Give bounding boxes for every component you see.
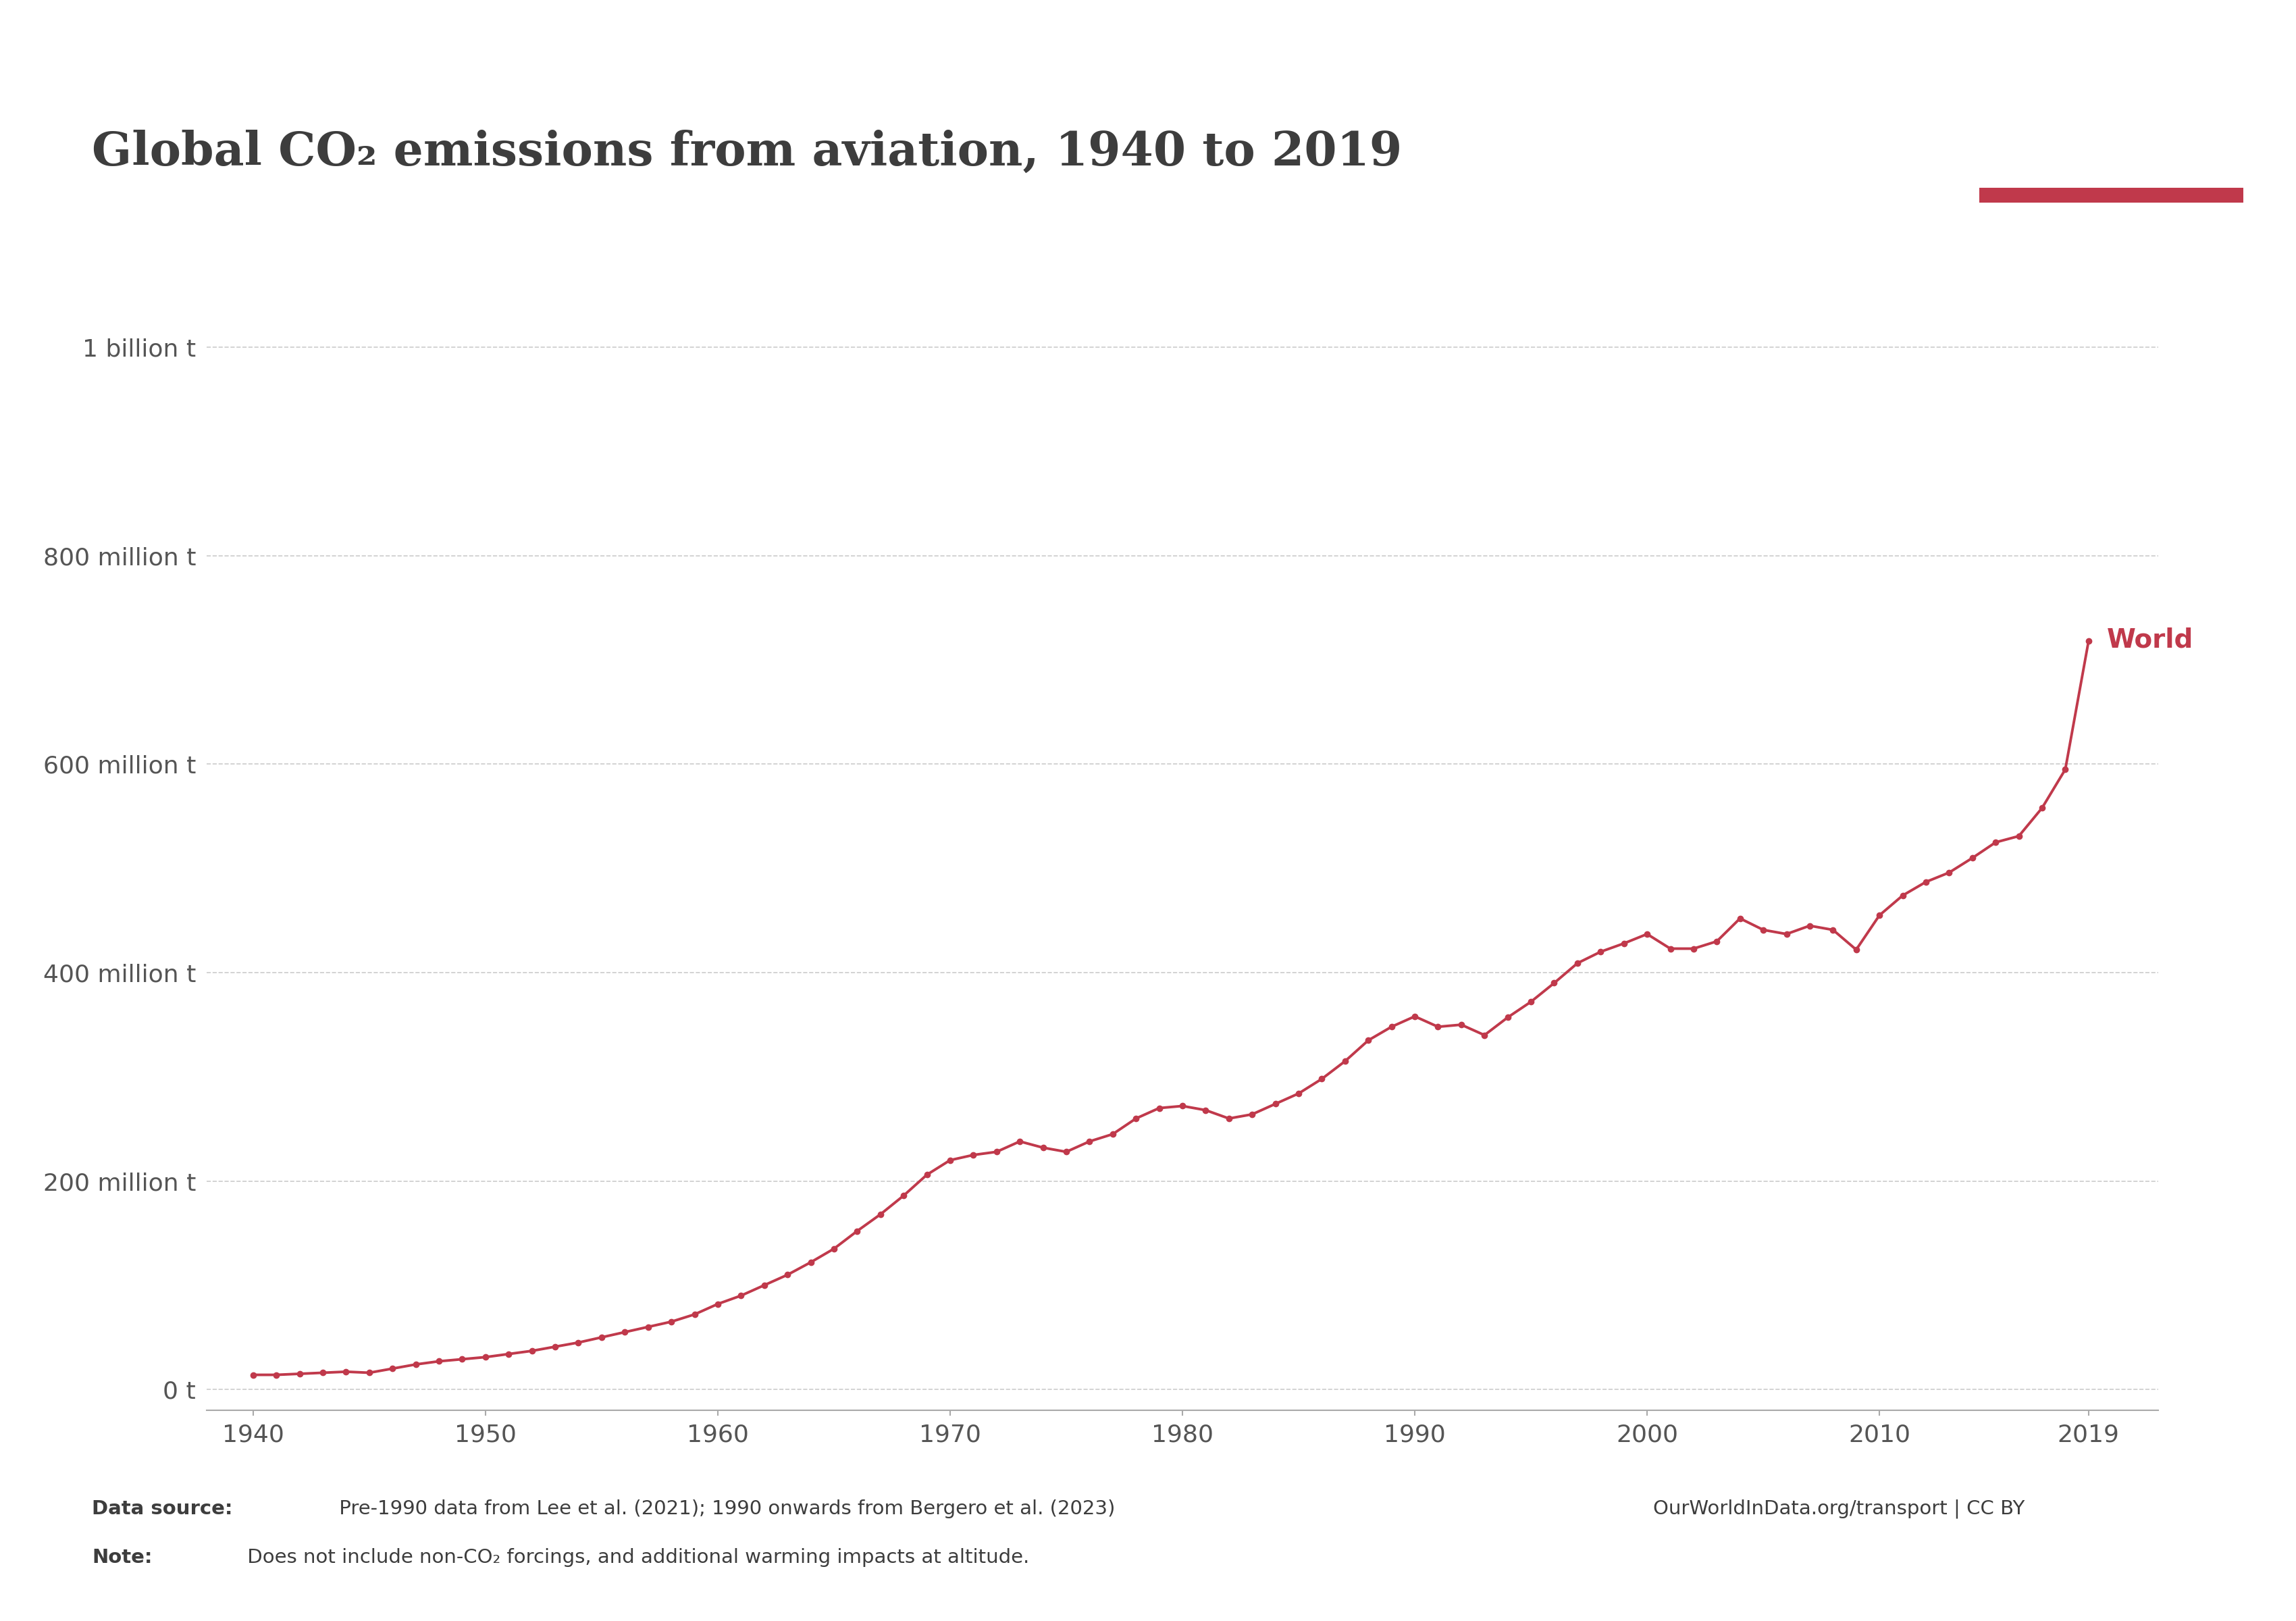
Text: in Data: in Data	[2071, 136, 2151, 156]
Text: World: World	[2108, 627, 2193, 653]
Text: Note:: Note:	[92, 1548, 152, 1568]
Bar	[1979, 188, 2243, 203]
Text: Our World: Our World	[2055, 83, 2167, 102]
Text: Pre-1990 data from Lee et al. (2021); 1990 onwards from Bergero et al. (2023): Pre-1990 data from Lee et al. (2021); 19…	[333, 1499, 1116, 1519]
Text: OurWorldInData.org/transport | CC BY: OurWorldInData.org/transport | CC BY	[1653, 1499, 2025, 1519]
Text: Data source:: Data source:	[92, 1499, 232, 1519]
Text: Does not include non-CO₂ forcings, and additional warming impacts at altitude.: Does not include non-CO₂ forcings, and a…	[241, 1548, 1029, 1568]
Text: Global CO₂ emissions from aviation, 1940 to 2019: Global CO₂ emissions from aviation, 1940…	[92, 130, 1403, 175]
